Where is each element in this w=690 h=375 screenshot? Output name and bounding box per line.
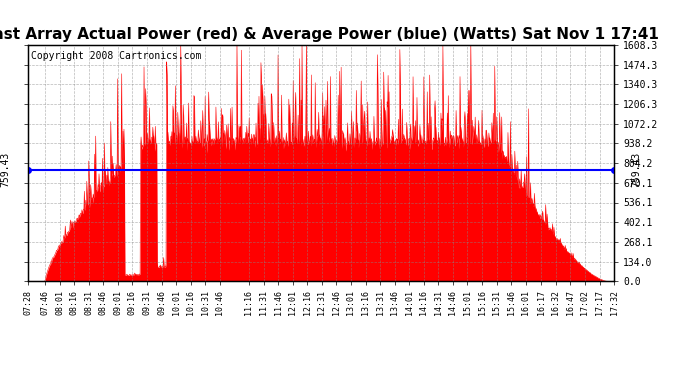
Text: 759.43: 759.43: [0, 152, 10, 188]
Text: 759.43: 759.43: [632, 152, 642, 188]
Text: Copyright 2008 Cartronics.com: Copyright 2008 Cartronics.com: [30, 51, 201, 61]
Title: East Array Actual Power (red) & Average Power (blue) (Watts) Sat Nov 1 17:41: East Array Actual Power (red) & Average …: [0, 27, 659, 42]
